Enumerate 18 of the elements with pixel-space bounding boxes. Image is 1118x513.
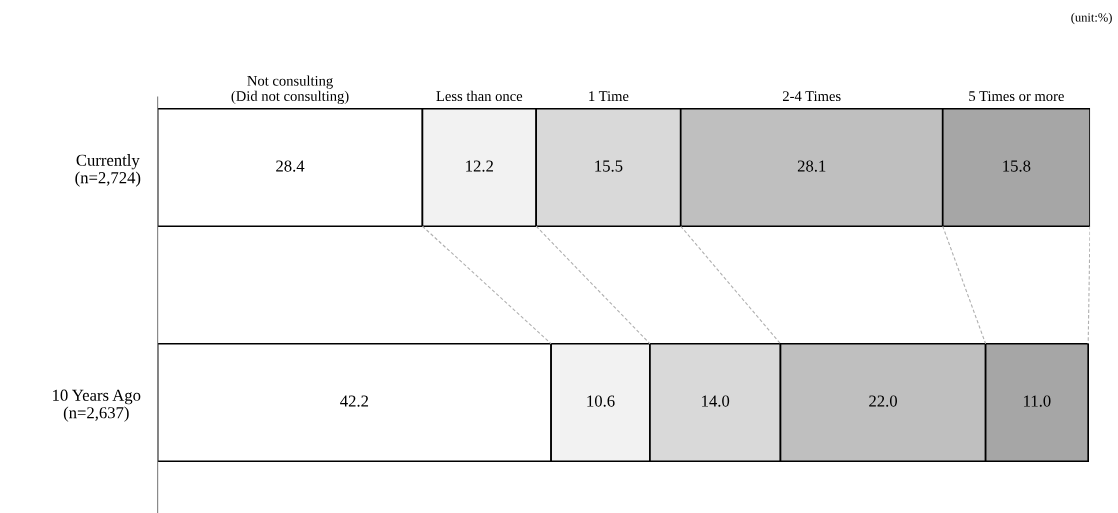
data-label: 15.8 bbox=[1003, 160, 1031, 172]
data-label: 22.0 bbox=[869, 395, 897, 407]
series-label: 5 Times or more bbox=[969, 91, 1064, 102]
series-label: Less than once bbox=[436, 90, 523, 102]
y-tick-label: Currently (n=2,724) bbox=[75, 154, 141, 187]
data-label: 14.0 bbox=[702, 395, 730, 407]
data-label: 28.4 bbox=[276, 160, 305, 172]
data-label: 12.2 bbox=[466, 160, 493, 172]
data-label: 15.5 bbox=[595, 160, 623, 172]
series-label: 2-4 Times bbox=[782, 91, 841, 102]
y-tick-label: 10 Years Ago (n=2,637) bbox=[53, 389, 141, 422]
data-label: 10.6 bbox=[587, 395, 615, 407]
series-label: Not consulting (Did not consulting) bbox=[231, 75, 349, 105]
text: (unit:%) bbox=[1071, 12, 1112, 25]
data-label: 11.0 bbox=[1024, 395, 1051, 407]
series-label: 1 Time bbox=[589, 91, 629, 102]
data-label: 28.1 bbox=[797, 160, 826, 172]
data-label: 42.2 bbox=[340, 395, 369, 407]
